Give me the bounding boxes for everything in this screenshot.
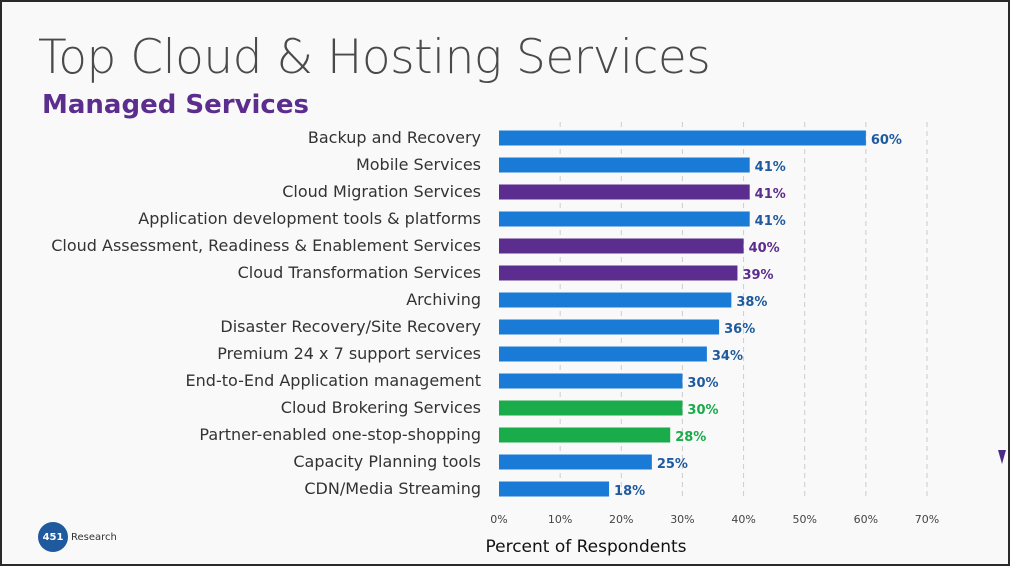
bar [499, 292, 732, 308]
category-label: Mobile Services [356, 155, 481, 174]
category-label: Partner-enabled one-stop-shopping [199, 425, 481, 444]
x-tick-label: 60% [854, 513, 878, 526]
category-label: Backup and Recovery [308, 128, 481, 147]
corner-decoration-mark [998, 450, 1006, 464]
x-tick-label: 40% [731, 513, 755, 526]
value-label: 60% [871, 133, 902, 148]
bar [499, 265, 738, 281]
category-label: Premium 24 x 7 support services [217, 344, 481, 363]
logo-451-research: 451 Research [38, 522, 117, 552]
x-tick-label: 10% [548, 513, 572, 526]
x-axis-title: Percent of Respondents [485, 537, 686, 557]
bar [499, 481, 610, 497]
category-label: Capacity Planning tools [293, 452, 481, 471]
logo-name: Research [71, 531, 117, 543]
value-label: 39% [742, 268, 773, 283]
value-label: 41% [755, 187, 786, 202]
bar [499, 130, 866, 146]
bar [499, 427, 671, 443]
value-label: 30% [687, 376, 718, 391]
category-label: Archiving [406, 290, 481, 309]
value-label: 28% [675, 430, 706, 445]
value-label: 36% [724, 322, 755, 337]
logo-badge: 451 [38, 522, 68, 552]
x-tick-label: 70% [915, 513, 939, 526]
value-label: 38% [736, 295, 767, 310]
bar [499, 184, 750, 200]
bar [499, 454, 652, 470]
bar [499, 400, 683, 416]
category-label: Cloud Brokering Services [281, 398, 481, 417]
value-label: 25% [657, 457, 688, 472]
value-label: 41% [755, 214, 786, 229]
slide-title: Top Cloud & Hosting Services [38, 30, 711, 85]
bar [499, 211, 750, 227]
value-label: 30% [687, 403, 718, 418]
value-label: 40% [749, 241, 780, 256]
category-label: Cloud Migration Services [282, 182, 481, 201]
bar [499, 157, 750, 173]
bar [499, 238, 744, 254]
value-label: 34% [712, 349, 743, 364]
x-tick-label: 0% [490, 513, 507, 526]
category-label: CDN/Media Streaming [304, 479, 481, 498]
category-label: Cloud Transformation Services [238, 263, 481, 282]
x-tick-label: 30% [670, 513, 694, 526]
bar [499, 346, 707, 362]
bar [499, 373, 683, 389]
x-tick-label: 50% [792, 513, 816, 526]
slide-subtitle: Managed Services [42, 90, 309, 120]
category-label: Cloud Assessment, Readiness & Enablement… [51, 236, 481, 255]
category-label: End-to-End Application management [186, 371, 481, 390]
category-label: Disaster Recovery/Site Recovery [220, 317, 481, 336]
x-tick-label: 20% [609, 513, 633, 526]
bar [499, 319, 720, 335]
value-label: 18% [614, 484, 645, 499]
category-label: Application development tools & platform… [138, 209, 481, 228]
value-label: 41% [755, 160, 786, 175]
